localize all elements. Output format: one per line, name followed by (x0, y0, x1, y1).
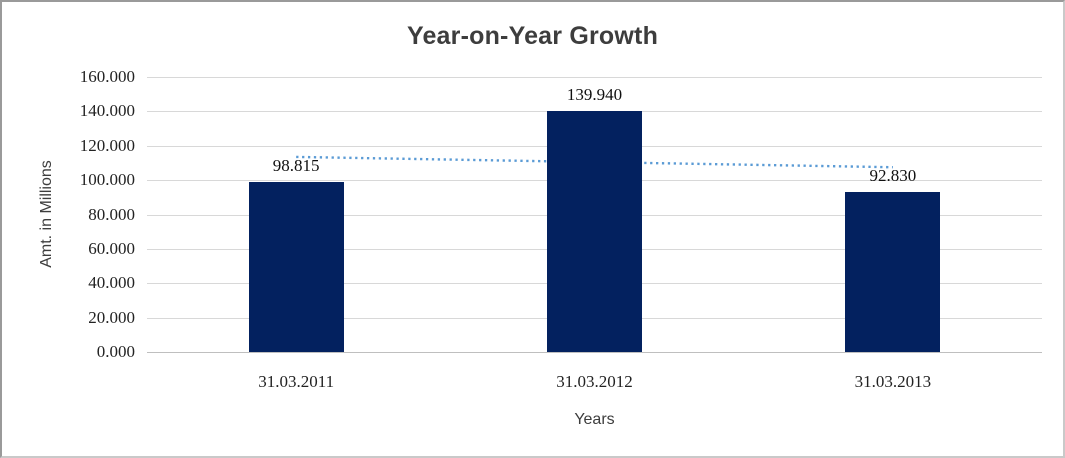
x-tick-label: 31.03.2013 (854, 372, 932, 391)
trendline (296, 155, 893, 169)
bar-31.03.2012 (547, 111, 642, 352)
y-tick-label: 20.000 (88, 307, 135, 327)
y-axis: 160.000 140.000 120.000 100.000 80.000 60.000… (2, 67, 135, 361)
y-tick-label: 120.000 (79, 135, 135, 155)
bar-data-label: 139.940 (566, 85, 623, 105)
plot-area: 98.815 139.940 92.830 (147, 77, 1042, 353)
y-tick-label: 40.000 (88, 273, 135, 293)
x-tick-label: 31.03.2012 (556, 372, 633, 391)
x-axis: 31.03.2011 31.03.2012 31.03.2013 (147, 370, 1042, 396)
y-tick-label: 100.000 (79, 170, 135, 190)
y-tick-label: 0.000 (96, 342, 135, 361)
y-tick-label: 60.000 (88, 238, 135, 258)
bar-data-label: 98.815 (272, 156, 320, 176)
gridline (147, 352, 1042, 353)
y-tick-label: 160.000 (79, 67, 135, 86)
y-tick-label: 140.000 (79, 101, 135, 121)
bar-31.03.2013 (845, 192, 941, 352)
gridline (147, 77, 1042, 78)
x-tick-label: 31.03.2011 (258, 372, 335, 391)
y-tick-label: 80.000 (88, 204, 135, 224)
chart-title: Year-on-Year Growth (406, 22, 659, 50)
x-axis-title: Years (574, 411, 615, 428)
bar-31.03.2011 (248, 182, 344, 352)
bar-data-label: 92.830 (869, 166, 917, 186)
